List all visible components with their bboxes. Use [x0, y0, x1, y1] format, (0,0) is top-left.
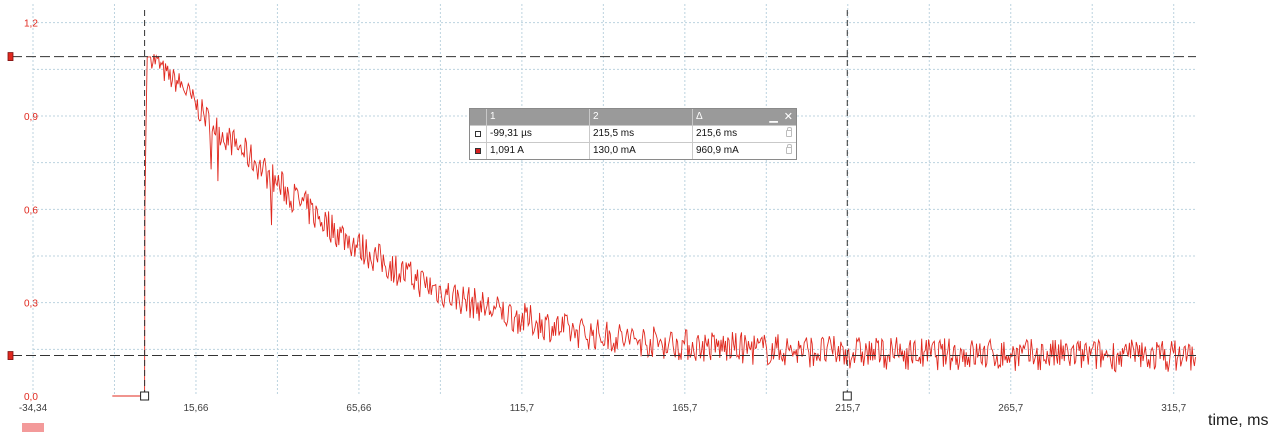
- y-tick-label: 0,9: [24, 112, 38, 123]
- y-tick-label: 0,6: [24, 205, 38, 216]
- measurement-row-time: -99,31 µs 215,5 ms 215,6 ms: [470, 125, 796, 142]
- measurement-row-current: 1,091 A 130,0 mA 960,9 mA: [470, 142, 796, 159]
- current-trace: [112, 54, 1196, 397]
- time-delta-value: 215,6 ms: [696, 128, 738, 139]
- y-tick-label: 0,0: [24, 392, 38, 403]
- trace-layer: [112, 54, 1196, 397]
- x-tick-label: 315,7: [1161, 403, 1186, 414]
- cursor-measurement-table[interactable]: 1 2 Δ ▁ ✕ -99,31 µs 215,5 ms 215,6 ms 1,…: [469, 108, 797, 160]
- x-tick-label: 165,7: [672, 403, 697, 414]
- lock-icon[interactable]: [786, 144, 792, 154]
- time-cursor-handle-icon: [842, 391, 852, 401]
- x-tick-label: -34,34: [19, 403, 48, 414]
- time-cursor-handle-icon: [140, 391, 150, 401]
- y-tick-label: 1,2: [24, 19, 38, 30]
- channel-tag: [22, 423, 44, 432]
- grid-layer: [32, 4, 1196, 396]
- x-tick-layer: -34,34 15,66 65,66 115,7 165,7 215,7 265,7 315,…: [19, 403, 1187, 414]
- header-cursor-1: 1: [486, 109, 589, 125]
- current-cursor-2-value: 130,0 mA: [589, 143, 692, 159]
- x-tick-label: 115,7: [510, 403, 535, 414]
- time-cursor-2-value: 215,5 ms: [589, 126, 692, 142]
- time-cursor-1-value: -99,31 µs: [486, 126, 589, 142]
- minimize-icon[interactable]: ▁: [769, 111, 778, 123]
- cursor-layer: [7, 10, 1196, 401]
- y-tick-layer: 0,0 0,3 0,6 0,9 1,2: [24, 19, 38, 403]
- close-icon[interactable]: ✕: [783, 111, 793, 123]
- header-delta: Δ: [696, 111, 703, 122]
- current-delta-value: 960,9 mA: [696, 145, 739, 156]
- x-tick-label: 15,66: [183, 403, 208, 414]
- header-cursor-2: 2: [589, 109, 692, 125]
- current-swatch-icon: [475, 148, 481, 154]
- time-swatch-icon: [475, 131, 481, 137]
- current-cursor-1-value: 1,091 A: [486, 143, 589, 159]
- lock-icon[interactable]: [786, 127, 792, 137]
- level-cursor-handle-icon: [7, 351, 14, 360]
- level-cursor-handle-icon: [7, 52, 14, 61]
- x-tick-label: 265,7: [998, 403, 1023, 414]
- y-tick-label: 0,3: [24, 299, 38, 310]
- measurement-header: 1 2 Δ ▁ ✕: [470, 109, 796, 125]
- x-tick-label: 215,7: [835, 403, 860, 414]
- x-axis-label: time, ms: [1208, 412, 1268, 429]
- x-tick-label: 65,66: [346, 403, 371, 414]
